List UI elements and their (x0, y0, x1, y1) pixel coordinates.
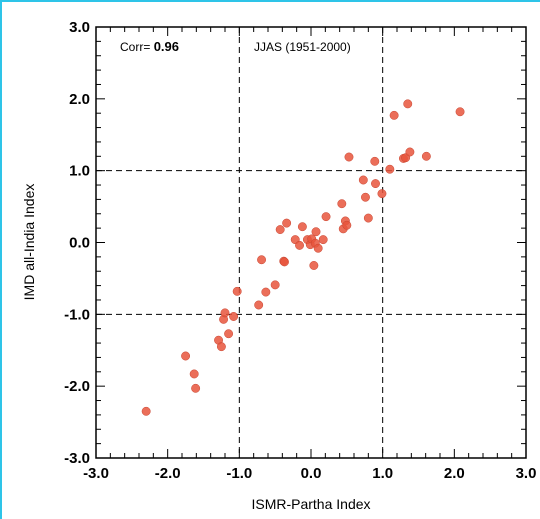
corr-annotation: Corr= 0.96 (120, 39, 179, 54)
x-tick-label-3: 0.0 (301, 465, 322, 482)
data-point-38 (363, 213, 373, 223)
data-point-2 (189, 369, 199, 379)
x-tick-label-0: -3.0 (83, 465, 109, 482)
y-tick-label-2: -1.0 (64, 306, 90, 323)
x-tick-label-6: 3.0 (516, 465, 537, 482)
chart-title: JJAS (1951-2000) (254, 40, 351, 54)
data-point-25 (309, 261, 319, 270)
data-point-8 (224, 329, 234, 339)
data-point-41 (377, 189, 387, 199)
x-axis-label: ISMR-Partha Index (251, 496, 370, 512)
corr-value: 0.96 (154, 39, 179, 54)
y-tick-label-5: 2.0 (69, 91, 90, 108)
data-point-15 (275, 225, 285, 235)
data-point-1 (181, 351, 191, 361)
data-point-21 (297, 222, 307, 232)
data-point-13 (261, 287, 271, 297)
data-point-11 (254, 300, 264, 310)
x-tick-label-4: 1.0 (372, 465, 393, 482)
x-tick-label-1: -2.0 (155, 465, 181, 482)
data-point-35 (344, 152, 354, 162)
data-point-30 (321, 212, 331, 222)
reference-lines (96, 27, 526, 458)
data-point-36 (358, 175, 368, 185)
data-point-39 (370, 156, 380, 166)
data-point-28 (313, 243, 323, 253)
x-tick-label-5: 2.0 (444, 465, 465, 482)
data-points (141, 99, 465, 416)
axis-ticks (95, 26, 527, 459)
y-tick-label-6: 3.0 (69, 19, 90, 36)
data-point-49 (455, 107, 465, 117)
y-tick-labels: -3.0 -2.0 -1.0 0.0 1.0 2.0 3.0 (64, 19, 90, 467)
data-point-37 (361, 192, 370, 202)
data-point-14 (270, 280, 280, 290)
y-tick-label-0: -3.0 (64, 450, 90, 467)
data-point-47 (405, 147, 415, 157)
y-tick-label-1: -2.0 (64, 378, 90, 395)
data-point-46 (403, 99, 413, 109)
y-tick-label-4: 1.0 (69, 163, 90, 180)
data-point-48 (421, 151, 431, 161)
data-point-0 (141, 406, 151, 416)
corr-label: Corr= (120, 40, 150, 54)
data-point-31 (337, 199, 347, 209)
data-point-3 (191, 383, 201, 393)
y-axis-label: IMD all-India Index (21, 184, 37, 301)
y-tick-label-3: 0.0 (69, 235, 90, 252)
data-point-17 (280, 257, 289, 267)
data-point-12 (257, 255, 266, 265)
data-point-42 (385, 164, 395, 174)
data-point-27 (311, 227, 321, 237)
data-point-29 (318, 235, 328, 245)
data-point-7 (220, 308, 230, 318)
x-tick-label-2: -1.0 (226, 465, 252, 482)
data-point-18 (282, 218, 292, 228)
x-tick-labels: -3.0 -2.0 -1.0 0.0 1.0 2.0 3.0 (83, 465, 536, 482)
data-point-9 (229, 312, 239, 321)
data-point-20 (295, 240, 304, 250)
data-point-5 (216, 342, 226, 352)
data-point-43 (389, 110, 399, 120)
data-point-10 (232, 286, 242, 296)
data-point-34 (342, 220, 352, 230)
data-point-40 (371, 179, 380, 189)
